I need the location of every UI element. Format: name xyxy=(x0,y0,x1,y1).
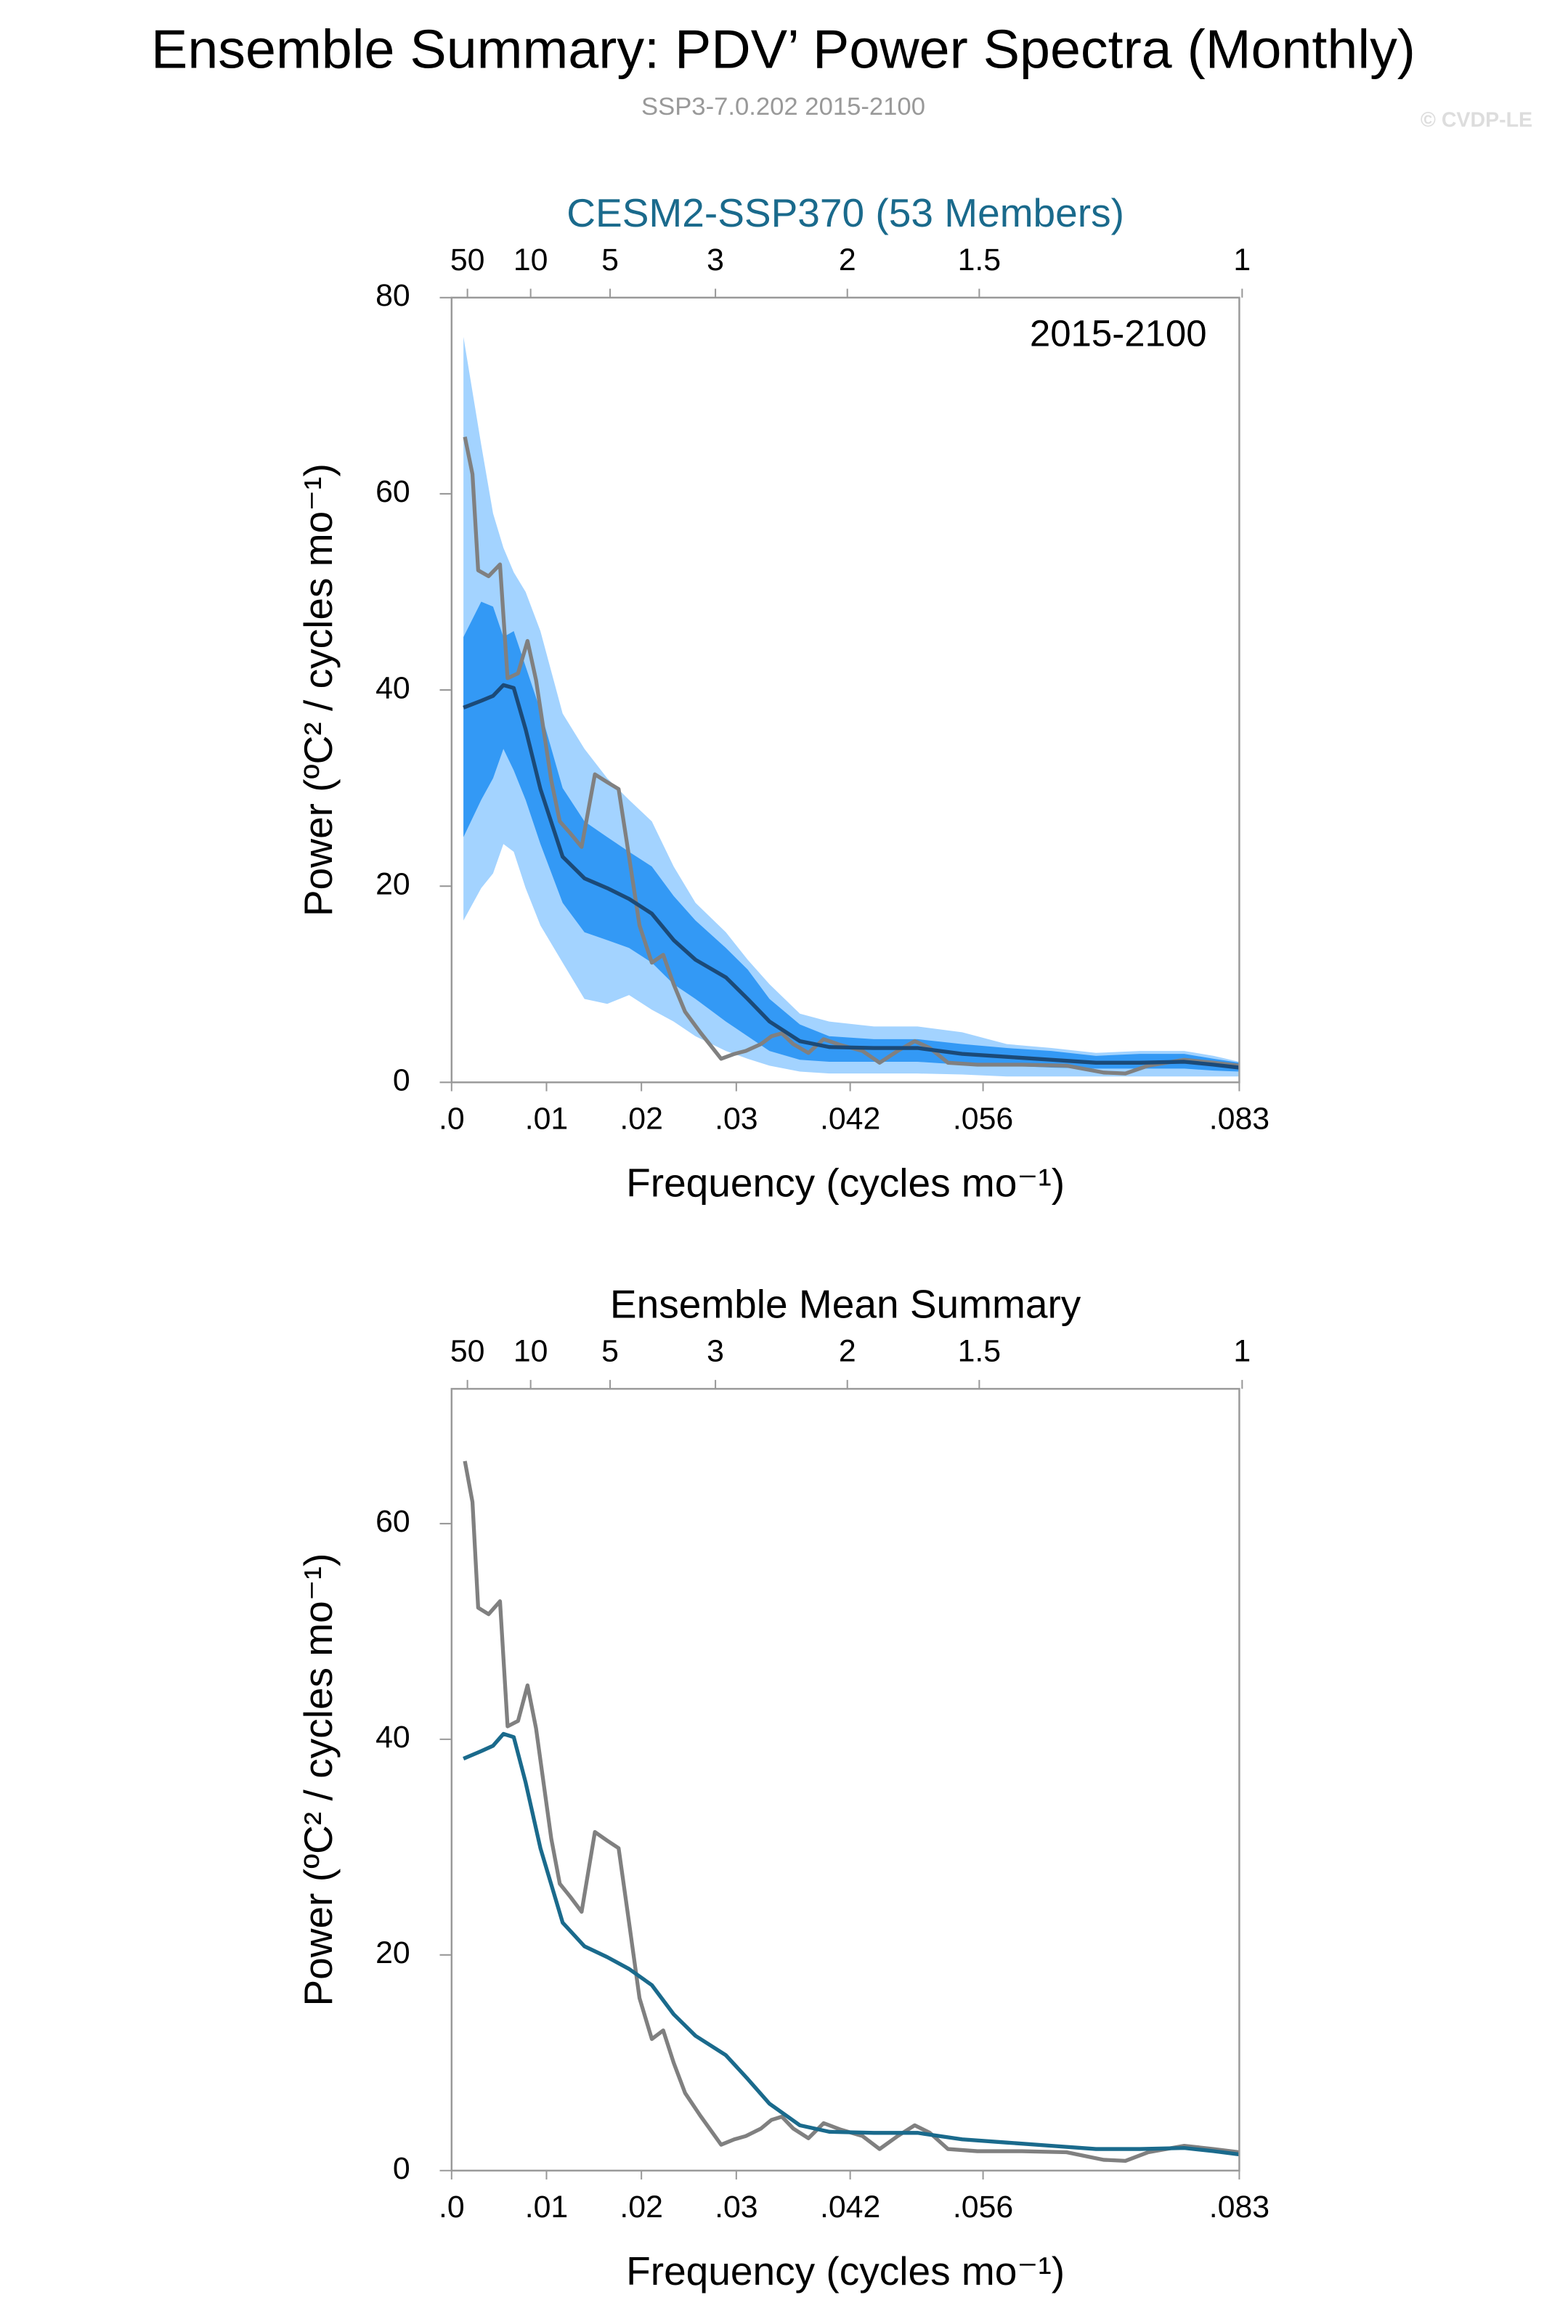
x-tick-label: .03 xyxy=(715,2190,758,2225)
x-tick-label: .042 xyxy=(820,2190,880,2225)
y-axis-label: Power (ºC² / cycles mo⁻¹) xyxy=(296,463,341,917)
annotation: 2015-2100 xyxy=(1030,312,1207,354)
chart-title: CESM2-SSP370 (53 Members) xyxy=(566,190,1124,235)
spread-band xyxy=(463,601,1240,1072)
x2-tick-label: 2 xyxy=(839,243,856,277)
spectrum-line xyxy=(463,1731,1240,2157)
x-tick-label: .0 xyxy=(439,2190,465,2225)
y-tick-label: 40 xyxy=(375,670,410,705)
x2-tick-label: 3 xyxy=(707,243,724,277)
y-tick-label: 20 xyxy=(375,866,410,901)
y-axis-label: Power (ºC² / cycles mo⁻¹) xyxy=(296,1553,341,2007)
y-tick-label: 20 xyxy=(375,1935,410,1970)
x-tick-label: .02 xyxy=(620,2190,663,2225)
x-tick-label: .083 xyxy=(1209,1102,1270,1137)
x2-tick-label: 1.5 xyxy=(958,243,1002,277)
subtitle: SSP3-7.0.202 2015-2100 xyxy=(641,93,925,121)
x-tick-label: .01 xyxy=(525,1102,568,1137)
chart-title: Ensemble Mean Summary xyxy=(610,1282,1081,1327)
page-title: Ensemble Summary: PDV’ Power Spectra (Mo… xyxy=(151,18,1415,79)
y-tick-label: 0 xyxy=(393,2151,410,2186)
x2-tick-label: 1 xyxy=(1233,243,1251,277)
x-tick-label: .056 xyxy=(953,1102,1013,1137)
y-tick-label: 60 xyxy=(375,1504,410,1539)
x2-tick-label: 10 xyxy=(513,243,548,277)
x-tick-label: .042 xyxy=(820,1102,880,1137)
y-tick-label: 0 xyxy=(393,1063,410,1098)
x-tick-label: .03 xyxy=(715,1102,758,1137)
spread-band xyxy=(463,336,1240,1077)
y-tick-label: 60 xyxy=(375,474,410,509)
x2-tick-label: 1.5 xyxy=(958,1334,1002,1369)
x-tick-label: .02 xyxy=(620,1102,663,1137)
spectrum-line xyxy=(463,436,1240,1076)
x2-tick-label: 10 xyxy=(513,1334,548,1369)
x-axis-label: Frequency (cycles mo⁻¹) xyxy=(626,2248,1065,2293)
y-tick-label: 80 xyxy=(375,278,410,313)
credit: © CVDP-LE xyxy=(1421,109,1532,132)
spectrum-line xyxy=(463,1460,1240,2163)
x-tick-label: .056 xyxy=(953,2190,1013,2225)
x2-tick-label: 1 xyxy=(1233,1334,1251,1369)
x-tick-label: .083 xyxy=(1209,2190,1270,2225)
spectrum-line xyxy=(463,683,1240,1070)
x2-tick-label: 5 xyxy=(601,243,619,277)
x2-tick-label: 5 xyxy=(601,1334,619,1369)
x2-tick-label: 3 xyxy=(707,1334,724,1369)
x-tick-label: .0 xyxy=(439,1102,465,1137)
x2-tick-label: 50 xyxy=(450,243,485,277)
x-axis-label: Frequency (cycles mo⁻¹) xyxy=(626,1161,1065,1206)
x-tick-label: .01 xyxy=(525,2190,568,2225)
x2-tick-label: 2 xyxy=(839,1334,856,1369)
y-tick-label: 40 xyxy=(375,1720,410,1755)
x2-tick-label: 50 xyxy=(450,1334,485,1369)
plot-frame xyxy=(450,1388,1240,2171)
